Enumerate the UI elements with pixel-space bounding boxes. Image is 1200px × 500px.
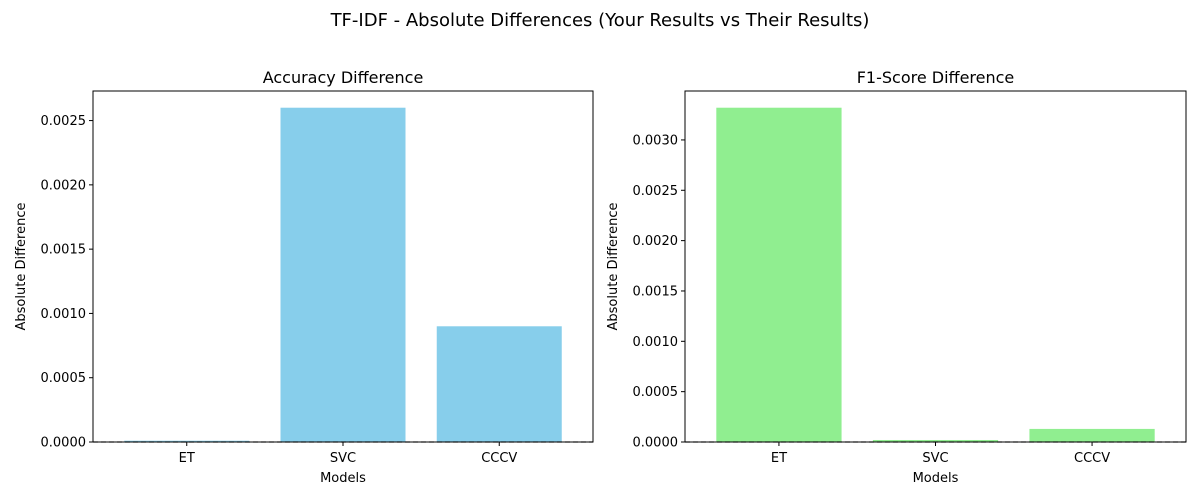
bar-cccv xyxy=(436,326,562,442)
bar-svc xyxy=(872,439,999,442)
y-tick-label: 0.0025 xyxy=(633,184,679,199)
y-tick-label: 0.0000 xyxy=(41,436,87,451)
bar-et xyxy=(124,440,250,442)
x-tick-label: CCCV xyxy=(481,451,517,466)
y-tick-label: 0.0025 xyxy=(41,114,87,129)
y-tick-label: 0.0005 xyxy=(41,371,87,386)
panel-title: F1-Score Difference xyxy=(857,68,1015,87)
bar-et xyxy=(716,107,842,442)
x-tick-label: ET xyxy=(179,451,195,466)
y-tick-label: 0.0015 xyxy=(41,243,87,258)
y-tick-label: 0.0005 xyxy=(633,385,679,400)
panel-title: Accuracy Difference xyxy=(263,68,424,87)
x-tick-label: ET xyxy=(771,451,787,466)
x-tick-label: SVC xyxy=(922,451,948,466)
y-axis-label: Absolute Difference xyxy=(606,203,621,331)
y-tick-label: 0.0020 xyxy=(41,178,87,193)
y-axis-label: Absolute Difference xyxy=(14,203,29,331)
f1-score-difference-panel: 0.0000 0.0005 0.0010 0.0015 0.0020 0.0025 0.00… xyxy=(606,68,1187,486)
y-tick-label: 0.0000 xyxy=(633,436,679,451)
y-tick-label: 0.0010 xyxy=(41,307,87,322)
y-tick-label: 0.0030 xyxy=(633,133,679,148)
y-tick-label: 0.0015 xyxy=(633,284,679,299)
bar-cccv xyxy=(1029,428,1155,442)
x-tick-label: CCCV xyxy=(1074,451,1110,466)
x-axis-label: Models xyxy=(320,471,366,486)
accuracy-difference-panel: 0.0000 0.0005 0.0010 0.0015 0.0020 0.0025 ET SV… xyxy=(14,68,594,486)
x-axis-label: Models xyxy=(913,471,959,486)
y-tick-label: 0.0020 xyxy=(633,234,679,249)
y-tick-label: 0.0010 xyxy=(633,335,679,350)
x-tick-label: SVC xyxy=(330,451,356,466)
bar-svc xyxy=(280,107,406,442)
figure-title: TF-IDF - Absolute Differences (Your Resu… xyxy=(330,10,870,31)
